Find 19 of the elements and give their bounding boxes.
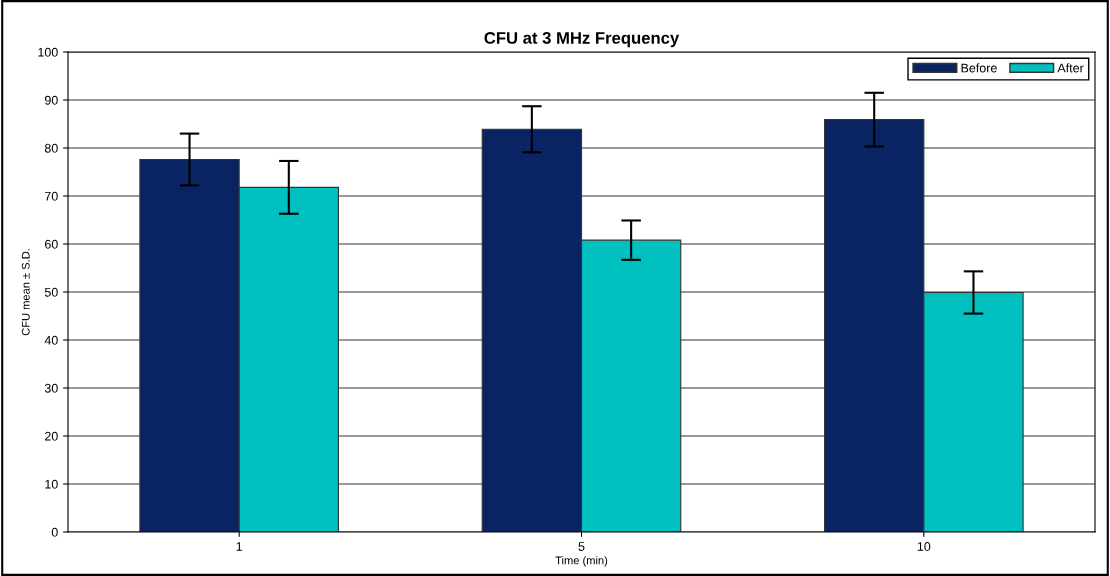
y-tick-label: 20: [45, 431, 58, 441]
y-tick-label: 70: [45, 191, 58, 201]
y-tick-label: 30: [44, 383, 58, 393]
x-tick-label: 10: [917, 542, 931, 551]
y-tick-label: 90: [44, 95, 58, 105]
y-axis-title: CFU mean ± S.D.: [21, 249, 30, 336]
y-tick-label: 60: [45, 239, 58, 249]
x-axis-title: Time (min): [555, 556, 608, 567]
y-tick-label: 40: [44, 335, 58, 345]
y-tick-label: 100: [38, 47, 58, 57]
legend-label: After: [1057, 63, 1084, 73]
x-tick-label: 1: [236, 542, 243, 551]
y-tick-label: 80: [44, 143, 58, 153]
y-tick-label: 10: [45, 479, 58, 489]
chart-title: CFU at 3 MHz Frequency: [484, 32, 680, 48]
y-tick-label: 50: [44, 287, 58, 297]
y-tick-label: 0: [51, 527, 58, 537]
legend-label: Before: [961, 63, 997, 73]
x-tick-label: 5: [578, 542, 585, 551]
